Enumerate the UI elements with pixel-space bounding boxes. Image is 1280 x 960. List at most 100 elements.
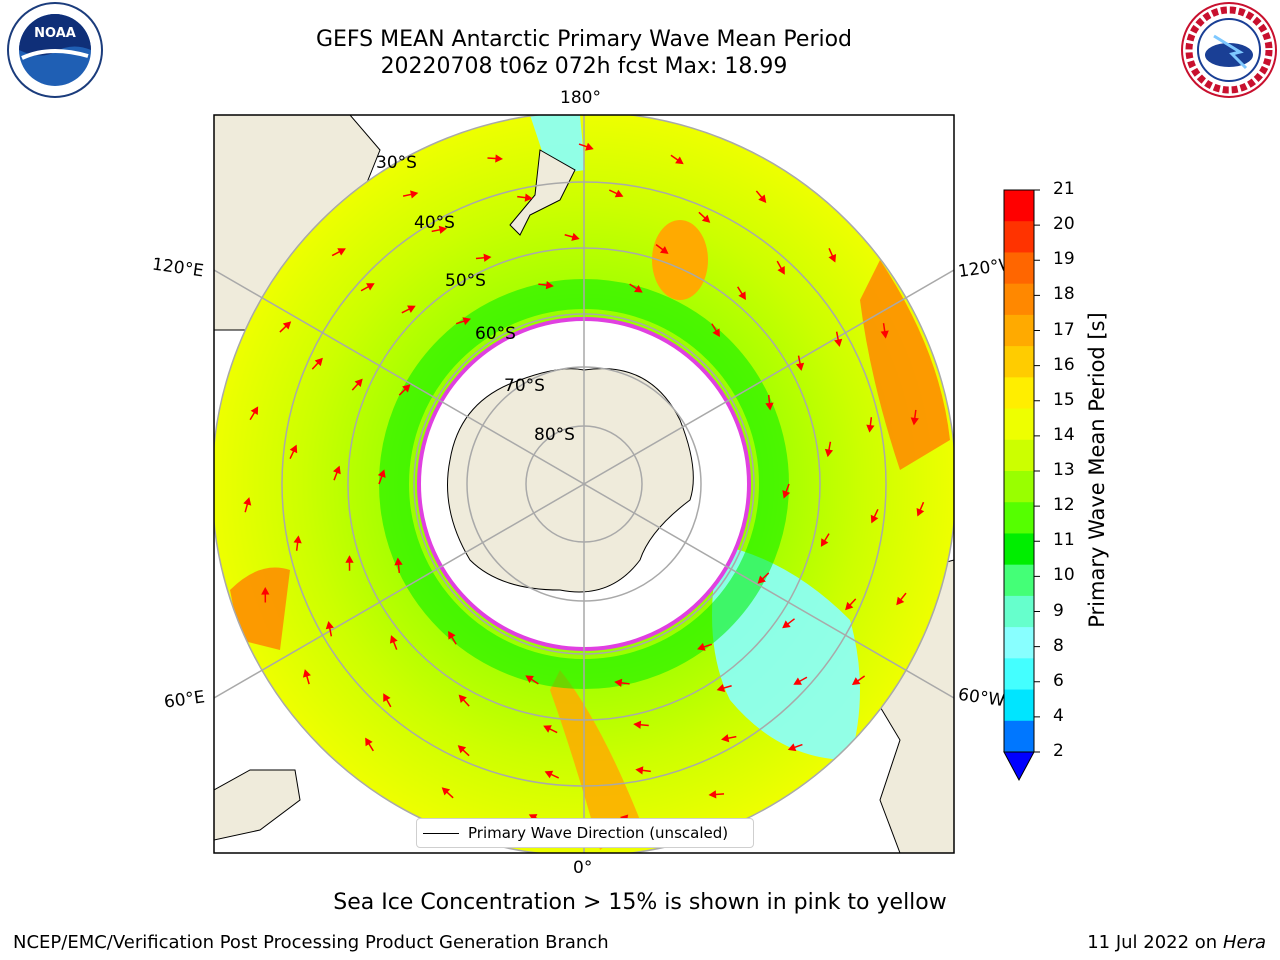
wave-arrow-head bbox=[880, 330, 889, 339]
wave-arrow-head bbox=[633, 720, 642, 729]
lat-label-70s: 70°S bbox=[504, 376, 545, 396]
wave-arrow-head bbox=[571, 232, 580, 241]
colorbar-segment bbox=[1004, 377, 1034, 410]
lat-label-60s: 60°S bbox=[475, 324, 516, 344]
colorbar-tick-label: 2 bbox=[1053, 741, 1064, 761]
colorbar-segment bbox=[1004, 252, 1034, 285]
wave-arrow-head bbox=[820, 538, 829, 547]
wave-arrow-head bbox=[410, 190, 419, 199]
colorbar-tick-label: 4 bbox=[1053, 705, 1064, 726]
wave-arrow-head bbox=[910, 417, 919, 426]
colorbar-segment bbox=[1004, 471, 1034, 503]
colorbar-segment bbox=[1004, 564, 1034, 597]
colorbar-segment bbox=[1004, 627, 1034, 659]
colorbar-tick-label: 9 bbox=[1053, 600, 1064, 621]
footer-date: 11 Jul 2022 on Hera bbox=[1087, 932, 1266, 953]
wave-arrow-head bbox=[614, 189, 624, 198]
wave-arrow-head bbox=[782, 620, 791, 629]
wave-arrow-head bbox=[441, 787, 451, 796]
wave-direction-arrows bbox=[243, 142, 925, 823]
wave-arrow-head bbox=[635, 766, 644, 775]
colorbar-segment bbox=[1004, 408, 1034, 441]
wave-arrow-head bbox=[824, 448, 834, 458]
svg-text:NOAA: NOAA bbox=[34, 26, 76, 41]
wave-arrow-head bbox=[250, 406, 259, 415]
colorbar-tick-label: 15 bbox=[1053, 389, 1075, 410]
wave-arrow-head bbox=[261, 586, 270, 595]
colorbar-extend-arrow bbox=[1003, 751, 1035, 782]
wave-arrow-head bbox=[448, 630, 456, 640]
wave-arrow-head bbox=[337, 248, 346, 256]
swell-orange-north bbox=[652, 220, 708, 300]
wave-arrow-head bbox=[528, 814, 538, 822]
wave-arrow-head bbox=[758, 194, 767, 203]
wave-arrow-head bbox=[383, 693, 391, 702]
colorbar-segment bbox=[1004, 283, 1034, 316]
wave-arrow-head bbox=[793, 677, 802, 685]
wave-arrow-head bbox=[325, 621, 334, 630]
colorbar-segment bbox=[1004, 439, 1034, 472]
wave-arrow-head bbox=[495, 154, 504, 163]
swell-orange-west bbox=[230, 567, 290, 650]
colorbar-tick-label: 13 bbox=[1053, 460, 1075, 480]
colorbar-segment bbox=[1004, 346, 1034, 378]
wave-arrow-head bbox=[716, 684, 726, 692]
colorbar-segment bbox=[1004, 595, 1034, 628]
wave-arrow-head bbox=[828, 253, 837, 263]
wave-arrow-head bbox=[289, 444, 298, 454]
wave-arrow-head bbox=[697, 642, 706, 651]
wave-arrow-head bbox=[365, 737, 373, 747]
wave-arrow-head bbox=[483, 253, 492, 262]
national-weather-service-logo bbox=[1181, 2, 1277, 98]
lon-label-180: 180° bbox=[560, 88, 601, 108]
map-legend: Primary Wave Direction (unscaled) bbox=[416, 818, 754, 848]
colorbar-tick-label: 11 bbox=[1053, 530, 1075, 551]
colorbar-segment bbox=[1004, 533, 1034, 566]
legend-label: Primary Wave Direction (unscaled) bbox=[468, 824, 729, 842]
colorbar-tick-label: 17 bbox=[1053, 319, 1075, 340]
africa-land bbox=[214, 769, 301, 841]
wave-arrow-head bbox=[866, 424, 875, 433]
wave-arrow-head bbox=[721, 734, 730, 743]
colorbar-segment bbox=[1004, 502, 1034, 534]
new-zealand-land bbox=[509, 149, 576, 236]
wave-arrow-head bbox=[354, 378, 363, 388]
colorbar-tick-label: 12 bbox=[1053, 495, 1075, 516]
colorbar-segment bbox=[1004, 720, 1034, 753]
wave-arrow-head bbox=[458, 694, 467, 703]
wave-arrow-head bbox=[366, 283, 375, 291]
swell-orange-east bbox=[860, 260, 950, 470]
wave-arrow-head bbox=[896, 596, 905, 606]
colorbar-tick-label: 10 bbox=[1053, 565, 1075, 586]
colorbar-label: Primary Wave Mean Period [s] bbox=[1085, 312, 1109, 628]
wave-arrow-head bbox=[765, 402, 774, 411]
colorbar-segment bbox=[1004, 689, 1034, 722]
wave-arrow-head bbox=[407, 305, 416, 313]
wave-arrow-head bbox=[524, 193, 533, 202]
footer-credit: NCEP/EMC/Verification Post Processing Pr… bbox=[13, 932, 609, 953]
wave-arrow-head bbox=[544, 770, 554, 779]
wave-arrow-head bbox=[302, 669, 311, 678]
wave-arrow-head bbox=[701, 214, 711, 223]
swell-orange-south bbox=[550, 670, 640, 850]
wave-arrow-head bbox=[438, 225, 447, 234]
chart-subtitle: 20220708 t06z 072h fcst Max: 18.99 bbox=[380, 54, 788, 79]
wave-arrow-head bbox=[782, 490, 791, 499]
graticule bbox=[214, 115, 954, 853]
wave-arrow-head bbox=[585, 142, 594, 151]
wave-arrow-head bbox=[282, 321, 292, 330]
wave-arrow-head bbox=[543, 725, 552, 733]
lat-label-80s: 80°S bbox=[534, 425, 575, 445]
wave-arrow-head bbox=[525, 675, 534, 683]
colorbar-tick-label: 8 bbox=[1053, 635, 1064, 656]
wave-arrow-head bbox=[345, 555, 354, 563]
colorbar-tick-label: 19 bbox=[1053, 249, 1075, 270]
wave-arrow-head bbox=[293, 535, 302, 544]
colorbar-segment bbox=[1004, 190, 1034, 222]
wave-arrow-head bbox=[394, 557, 403, 566]
wave-arrow-head bbox=[377, 469, 386, 478]
wave-arrow-head bbox=[614, 678, 623, 687]
wave-arrow-head bbox=[712, 328, 720, 338]
